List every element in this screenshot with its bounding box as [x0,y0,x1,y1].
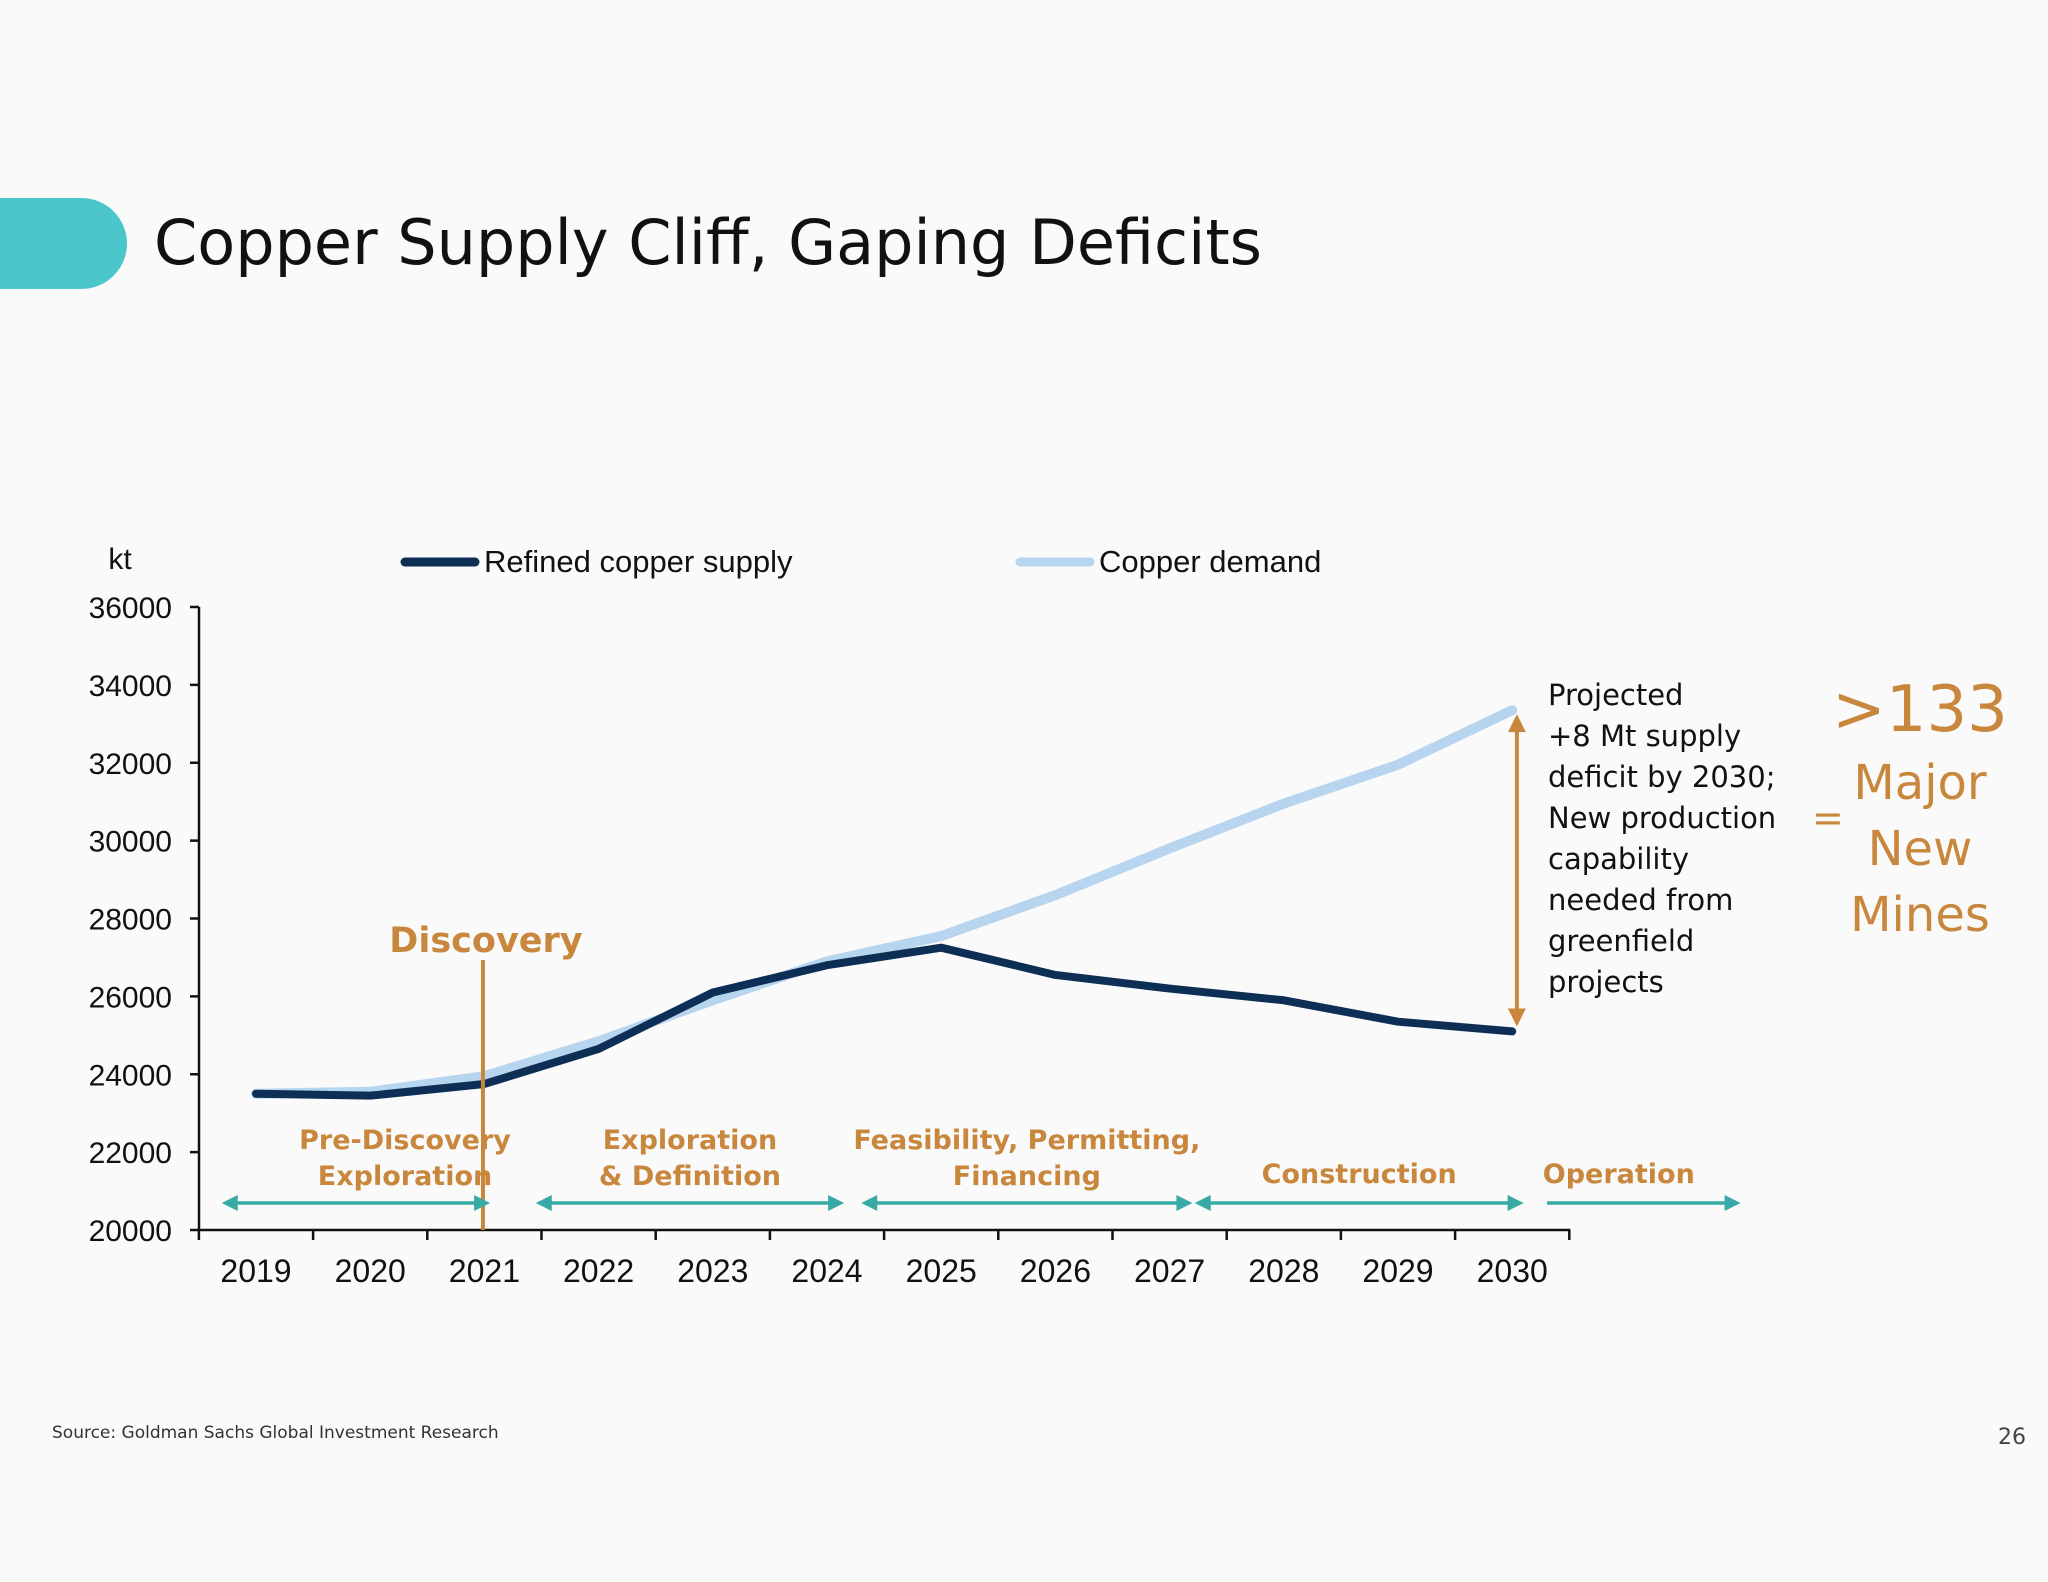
page-title: Copper Supply Cliff, Gaping Deficits [154,206,1262,279]
source-note: Source: Goldman Sachs Global Investment … [52,1423,499,1443]
annotation-line: Projected [1548,678,1684,712]
y-tick-label: 36000 [89,592,172,625]
phase-label: Exploration [603,1125,777,1156]
deficit-arrow-head-top [1507,714,1526,733]
x-tick-label: 2027 [1134,1253,1205,1289]
y-tick-label: 28000 [89,904,172,937]
phase-label: Feasibility, Permitting, [853,1125,1200,1156]
mines-label-line: Mines [1850,887,1990,943]
x-tick-label: 2022 [563,1253,634,1289]
annotation-line: New production [1548,801,1777,835]
phase-label: Pre-Discovery [299,1125,511,1156]
phase-label: & Definition [599,1161,781,1192]
phase-arrow-head-right [474,1195,491,1211]
discovery-label: Discovery [389,921,582,961]
x-tick-label: 2029 [1362,1253,1433,1289]
mines-count: >133 [1832,673,2008,747]
annotation-line: capability [1548,842,1690,876]
x-tick-label: 2028 [1248,1253,1319,1289]
x-tick-label: 2023 [677,1253,748,1289]
phase-label: Financing [953,1161,1101,1192]
supply-line [252,943,1517,1100]
equals-sign: = [1812,796,1844,840]
phase-label: Operation [1543,1159,1695,1190]
phase-arrow-head-left [861,1195,878,1211]
y-axis-label: kt [108,543,132,576]
x-tick-label: 2024 [791,1253,862,1289]
y-tick-label: 30000 [89,826,172,859]
mines-label-line: Major [1853,755,1987,811]
y-tick-label: 26000 [89,981,172,1014]
y-tick-label: 20000 [89,1215,172,1248]
demand-line [251,705,1518,1099]
mines-label-line: New [1867,821,1973,877]
deficit-annotation: Projected +8 Mt supply deficit by 2030; … [1548,675,1808,1003]
x-tick-label: 2025 [906,1253,977,1289]
legend-label: Refined copper supply [484,544,793,579]
page-number: 26 [1998,1425,2026,1450]
x-tick-label: 2026 [1020,1253,1091,1289]
phase-label: Exploration [318,1161,492,1192]
annotation-line: needed from [1548,883,1734,917]
mines-label: Major New Mines [1830,750,2010,948]
phase-arrow-head-left [1194,1195,1211,1211]
deficit-arrow-head-bottom [1507,1008,1526,1027]
phase-arrow-head-right [1176,1195,1193,1211]
x-tick-label: 2030 [1477,1253,1548,1289]
y-tick-label: 34000 [89,670,172,703]
phase-arrow-head-right [1724,1195,1741,1211]
x-tick-label: 2021 [449,1253,520,1289]
phase-arrow-head-right [1507,1195,1524,1211]
annotation-line: deficit by 2030; [1548,760,1776,794]
y-tick-label: 24000 [89,1059,172,1092]
annotation-line: projects [1548,965,1664,999]
annotation-line: +8 Mt supply [1548,719,1742,753]
phase-label: Construction [1262,1159,1457,1190]
phase-arrow-head-right [828,1195,845,1211]
legend-label: Copper demand [1099,544,1321,579]
phase-arrow-head-left [221,1195,238,1211]
x-tick-label: 2020 [335,1253,406,1289]
y-tick-label: 22000 [89,1137,172,1170]
annotation-line: greenfield [1548,924,1695,958]
phase-arrow-head-left [535,1195,552,1211]
title-accent-bar [0,198,127,289]
x-tick-label: 2019 [220,1253,291,1289]
y-tick-label: 32000 [89,748,172,781]
